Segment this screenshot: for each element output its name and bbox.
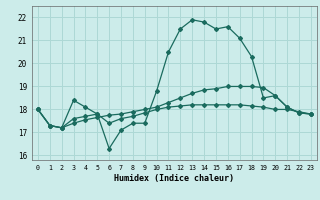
X-axis label: Humidex (Indice chaleur): Humidex (Indice chaleur) bbox=[115, 174, 234, 183]
